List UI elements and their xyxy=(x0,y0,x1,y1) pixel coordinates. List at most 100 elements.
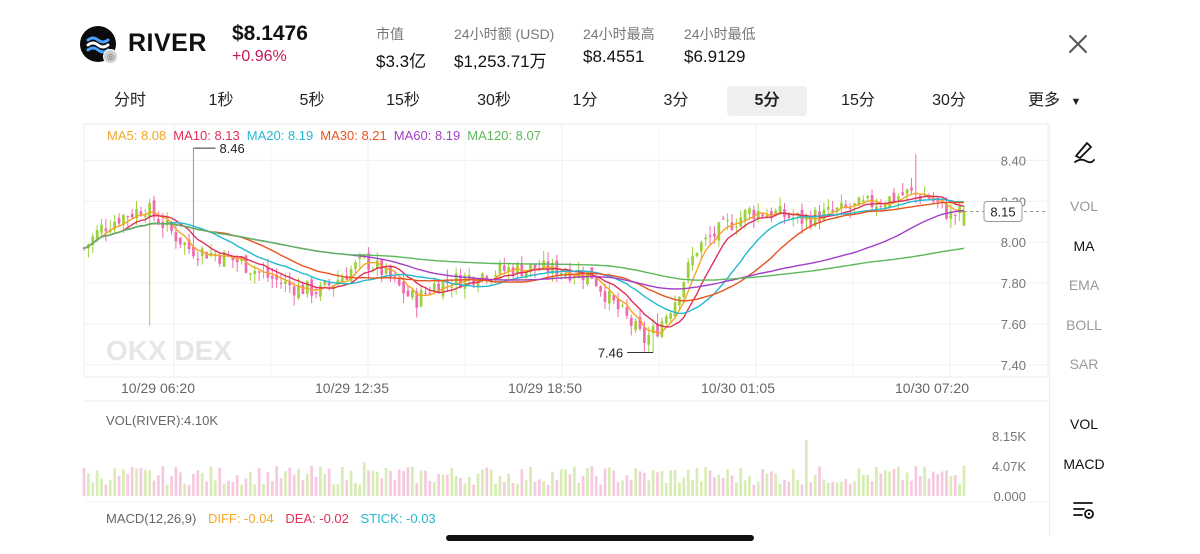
volume-bar xyxy=(533,482,537,496)
candle-body xyxy=(340,277,344,283)
volume-bar xyxy=(629,479,633,496)
candle-body xyxy=(327,282,331,286)
volume-bar xyxy=(205,481,208,496)
volume-bar xyxy=(362,462,366,496)
candle-body xyxy=(200,248,204,257)
candle-body xyxy=(770,211,773,219)
volume-bar xyxy=(813,474,817,496)
side-indicator[interactable]: VOL xyxy=(1069,198,1098,214)
side-indicator[interactable]: SAR xyxy=(1069,356,1099,372)
volume-bar xyxy=(870,481,874,496)
stat-24h-high: 24小时最高 $8.4551 xyxy=(583,24,655,67)
candle-body xyxy=(879,206,883,208)
x-tick-label: 10/29 12:35 xyxy=(315,380,389,396)
volume-bar xyxy=(485,467,489,496)
volume-bar xyxy=(406,467,410,496)
volume-bar xyxy=(927,478,931,496)
tab-interval[interactable]: 分时 xyxy=(113,92,146,109)
stat-24h-volume: 24小时额 (USD) $1,253.71万 xyxy=(454,24,554,72)
volume-bar xyxy=(914,466,918,496)
interval-tabs: 分时 1秒 5秒 15秒 30秒 1分 3分 5分 15分 30分 xyxy=(90,86,1100,116)
volume-bar xyxy=(270,480,274,496)
volume-bar xyxy=(100,478,103,496)
draw-tool-icon[interactable] xyxy=(1050,138,1118,167)
tab-interval[interactable]: 3分 xyxy=(663,92,689,109)
candle-body xyxy=(809,216,813,227)
tab-interval[interactable]: 30秒 xyxy=(477,92,511,109)
side-indicator[interactable]: MA xyxy=(1073,237,1095,254)
y-tick-label: 7.80 xyxy=(1001,276,1026,291)
volume-bar xyxy=(297,468,300,496)
volume-bar xyxy=(546,484,550,496)
volume-bar xyxy=(603,468,607,496)
candle-body xyxy=(494,274,497,277)
volume-bar xyxy=(327,468,331,496)
candle-body xyxy=(459,275,462,288)
volume-bar xyxy=(279,477,283,496)
indicator-settings-icon[interactable] xyxy=(1050,498,1118,525)
volume-bar xyxy=(257,467,261,496)
volume-bar xyxy=(157,475,160,496)
volume-bar xyxy=(796,479,799,496)
volume-bar xyxy=(152,480,156,496)
y-tick-label: 8.00 xyxy=(1001,235,1026,250)
candle-body xyxy=(143,215,147,217)
volume-bar xyxy=(791,468,795,496)
volume-bar xyxy=(240,484,243,496)
x-tick-label: 10/30 07:20 xyxy=(895,380,969,396)
more-intervals-button[interactable]: 更多 ▼ xyxy=(1028,86,1081,116)
volume-bar xyxy=(415,483,419,496)
volume-bar xyxy=(721,477,725,496)
side-lower-vol[interactable]: VOL xyxy=(1069,416,1098,432)
tab-interval[interactable]: 5秒 xyxy=(299,92,325,109)
candle-body xyxy=(945,204,948,219)
volume-bar xyxy=(135,468,138,496)
volume-bar xyxy=(218,467,222,496)
volume-bar xyxy=(82,468,86,496)
volume-bar xyxy=(463,483,467,496)
token-price: $8.1476 xyxy=(232,22,308,45)
candle-body xyxy=(603,291,607,302)
candle-body xyxy=(498,263,502,274)
volume-bar xyxy=(244,478,248,496)
volume-bar xyxy=(734,482,738,496)
legend-entry: MA60: 8.19 xyxy=(393,128,461,143)
volume-bar xyxy=(340,467,344,496)
ma-line-20 xyxy=(83,198,965,315)
volume-bar xyxy=(507,473,511,496)
volume-bar xyxy=(319,466,322,496)
volume-bar xyxy=(108,479,112,496)
candle-body xyxy=(305,280,309,294)
tab-interval[interactable]: 30分 xyxy=(932,92,966,109)
candle-body xyxy=(901,192,905,195)
side-indicator[interactable]: BOLL xyxy=(1066,316,1102,333)
candle-body xyxy=(139,211,143,216)
candle-body xyxy=(354,262,357,270)
volume-bar xyxy=(222,483,226,496)
candle-body xyxy=(502,265,506,271)
volume-bar xyxy=(459,477,462,496)
volume-bar xyxy=(572,466,576,496)
tab-interval[interactable]: 5分 xyxy=(727,86,807,116)
macd-dea: DEA: -0.02 xyxy=(285,511,349,526)
volume-bar xyxy=(848,483,852,496)
candle-body xyxy=(844,204,848,208)
volume-bar xyxy=(787,481,791,496)
tab-interval[interactable]: 15分 xyxy=(841,92,875,109)
close-icon[interactable] xyxy=(1066,32,1090,56)
tab-interval[interactable]: 1分 xyxy=(572,92,598,109)
candle-body xyxy=(310,279,314,296)
volume-bar xyxy=(104,484,108,496)
tab-interval[interactable]: 1秒 xyxy=(208,92,234,109)
volume-bar xyxy=(384,468,388,496)
volume-bar xyxy=(844,478,848,496)
volume-bar xyxy=(511,482,515,496)
volume-bar xyxy=(853,481,856,496)
tab-interval[interactable]: 15秒 xyxy=(386,92,420,109)
volume-bar xyxy=(774,473,778,496)
volume-bar xyxy=(231,482,235,496)
volume-bar xyxy=(910,480,913,496)
side-indicator[interactable]: EMA xyxy=(1068,277,1100,293)
side-lower-macd[interactable]: MACD xyxy=(1063,456,1105,472)
